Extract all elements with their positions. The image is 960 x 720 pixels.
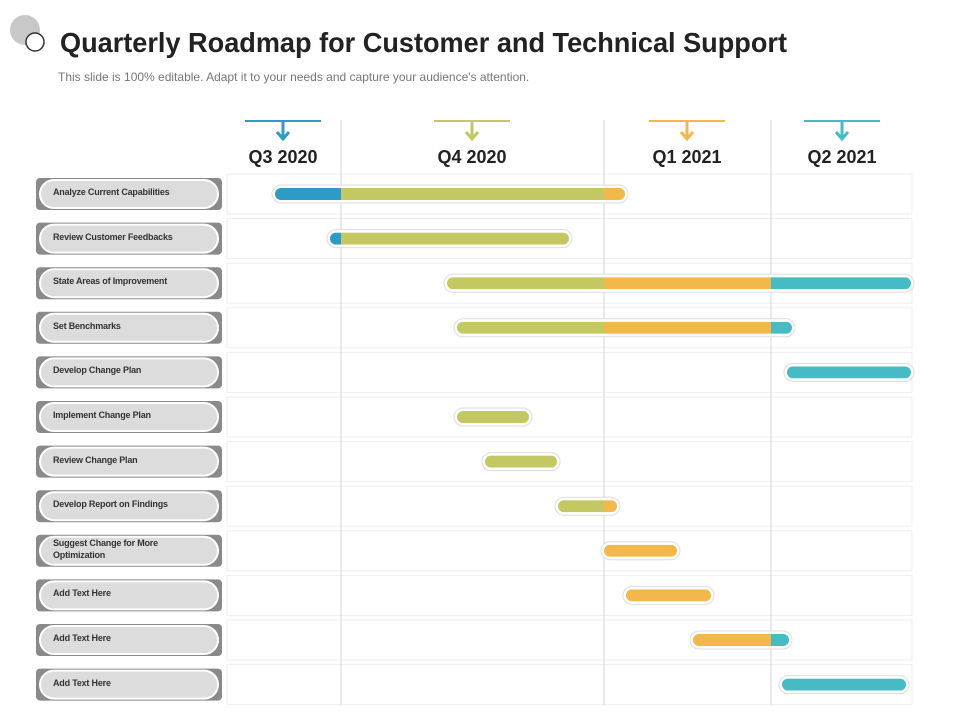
- quarter-arrow: [679, 122, 695, 142]
- row-box: [226, 441, 913, 483]
- quarter-label: Q3 2020: [248, 147, 317, 167]
- bar-segment: [771, 634, 789, 646]
- task-label: Add Text Here: [53, 588, 111, 599]
- bar-segment: [604, 188, 625, 200]
- quarter-arrow: [834, 122, 850, 142]
- quarter-arrow: [464, 122, 480, 142]
- task-label: Add Text Here: [53, 677, 111, 688]
- task-label: Develop Report on Findings: [53, 499, 168, 510]
- bar-segment: [558, 500, 604, 513]
- bar-segment: [604, 544, 677, 557]
- row-box: [226, 396, 913, 438]
- quarter-label: Q4 2020: [437, 147, 506, 167]
- quarter-label: Q2 2021: [807, 147, 876, 167]
- label-pill: [39, 491, 219, 522]
- row-box: [226, 574, 913, 616]
- bar-segment: [341, 232, 569, 245]
- task-label: Suggest Change for More Optimization: [53, 537, 158, 560]
- bar-segment: [787, 366, 911, 379]
- label-pill: [39, 580, 219, 611]
- bar-segment: [604, 277, 771, 290]
- task-label: Review Change Plan: [53, 454, 138, 465]
- bar-segment: [771, 277, 911, 290]
- task-label: Review Customer Feedbacks: [53, 231, 173, 242]
- decor-circle: [25, 32, 45, 52]
- bar-segment: [330, 232, 341, 245]
- bar-segment: [485, 455, 557, 468]
- bar-segment: [275, 188, 341, 200]
- bar-segment: [341, 188, 604, 200]
- task-label: Develop Change Plan: [53, 365, 142, 376]
- quarter-arrow: [275, 122, 291, 142]
- row-box: [226, 530, 913, 572]
- label-pill: [39, 312, 219, 343]
- bar-segment: [693, 634, 771, 646]
- subtitle: This slide is 100% editable. Adapt it to…: [58, 70, 529, 84]
- row-box: [226, 619, 913, 661]
- bar-segment: [457, 321, 604, 334]
- bar-segment: [447, 277, 604, 290]
- bar-segment: [771, 321, 792, 334]
- label-pill: [39, 223, 219, 254]
- label-pill: [39, 357, 219, 388]
- task-label: Add Text Here: [53, 633, 111, 643]
- label-pill: [39, 268, 219, 299]
- quarter-label: Q1 2021: [652, 147, 721, 167]
- label-pill: [39, 535, 219, 566]
- label-pill: [39, 625, 219, 655]
- task-label: State Areas of Improvement: [53, 276, 168, 287]
- task-label: Set Benchmarks: [53, 320, 121, 331]
- label-pill: [39, 402, 219, 432]
- label-pill: [39, 669, 219, 700]
- bar-segment: [782, 678, 906, 691]
- bar-segment: [626, 589, 711, 602]
- title: Quarterly Roadmap for Customer and Techn…: [60, 27, 787, 58]
- label-pill: [39, 446, 219, 477]
- bar-segment: [604, 321, 771, 334]
- bar-segment: [604, 500, 617, 513]
- bar-segment: [457, 411, 529, 423]
- task-label: Implement Change Plan: [53, 410, 151, 420]
- task-label: Analyze Current Capabilities: [53, 187, 170, 197]
- label-pill: [39, 179, 219, 209]
